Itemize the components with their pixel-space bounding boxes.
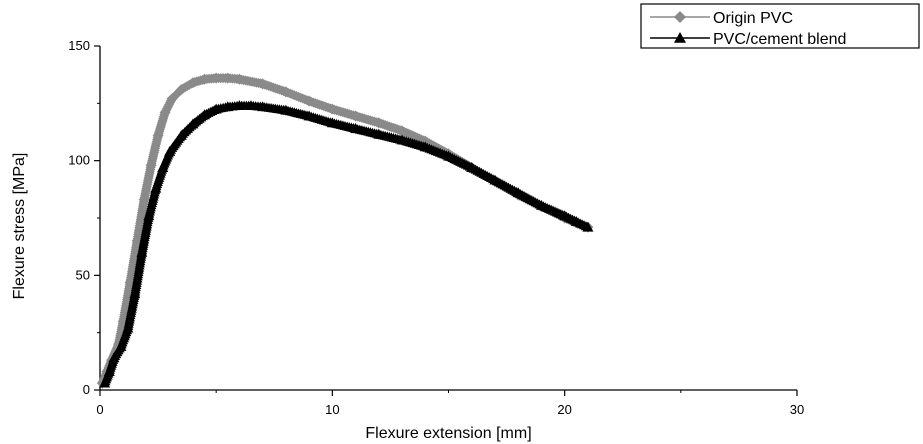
y-tick-label: 0 [83,382,90,397]
data-point [280,86,292,98]
data-point [117,315,129,327]
series-origin-pvc [96,72,594,389]
legend-item: PVC/cement blend [650,31,846,48]
legend-box [640,3,920,49]
data-point [535,199,547,210]
data-point [164,145,176,156]
data-point [489,174,501,185]
series-pvc-cement-blend [99,100,594,388]
data-point [175,129,187,140]
data-point [187,118,199,129]
x-tick-label: 0 [96,402,103,417]
data-point [419,141,431,152]
data-point [350,123,362,133]
y-tick-label: 150 [68,38,90,53]
data-point [157,162,169,172]
legend-triangle-icon [674,32,686,43]
x-tick-label: 20 [557,402,571,417]
data-point [108,352,120,363]
data-point [326,117,338,128]
data-point [373,117,385,129]
y-tick-label: 100 [68,153,90,168]
data-point [145,159,157,171]
x-axis-title: Flexure extension [mm] [365,425,531,442]
data-point [222,101,234,112]
data-point [115,340,127,351]
data-point [350,110,362,122]
data-point [303,95,315,107]
data-point [303,110,315,121]
data-point [103,366,115,377]
data-point [233,100,245,111]
legend-item: Origin PVC [650,10,793,27]
data-point [99,377,111,388]
data-point [210,72,222,84]
data-point [152,129,164,141]
axis-ticks: 0 10 20 30 0 50 100 150 [68,38,804,417]
data-point [512,187,524,198]
data-point [159,107,171,119]
data-point [373,128,385,139]
data-point [443,150,454,161]
data-point [136,246,148,257]
data-point [166,93,178,105]
data-point [396,134,408,145]
data-point [257,101,269,112]
data-point [122,322,134,333]
x-tick-label: 30 [790,402,804,417]
data-point [138,194,150,206]
legend: Origin PVC PVC/cement blend [640,3,920,49]
data-point [559,210,571,221]
data-point [222,72,234,84]
data-point [210,103,222,114]
data-point [143,210,155,221]
data-point [199,73,211,85]
data-point [187,77,199,89]
data-point [175,84,187,96]
data-point [257,78,269,90]
data-point [280,104,292,115]
y-tick-label: 50 [76,267,90,282]
legend-label: PVC/cement blend [713,31,846,48]
x-tick-label: 10 [325,402,339,417]
data-point [199,109,211,120]
data-point [582,221,594,232]
data-point [150,182,162,193]
axes [99,46,797,391]
legend-diamond-icon [674,11,686,23]
series-layer [96,72,594,389]
data-point [233,73,245,85]
data-point [129,288,141,299]
data-point [131,235,143,247]
data-point [326,103,338,115]
y-axis-title: Flexure stress [MPa] [11,153,28,300]
data-point [570,215,582,226]
data-point [245,100,257,111]
data-point [396,125,408,137]
data-point [466,162,478,172]
legend-label: Origin PVC [713,10,793,27]
